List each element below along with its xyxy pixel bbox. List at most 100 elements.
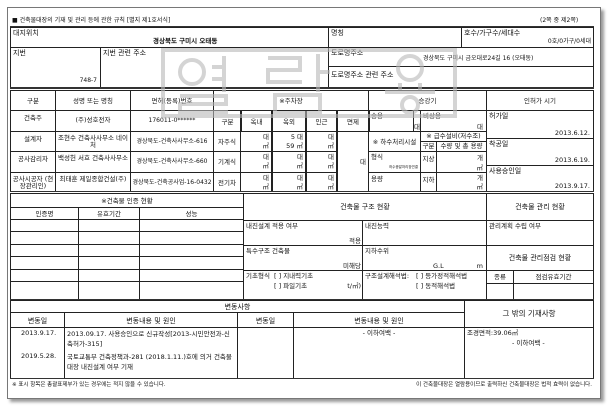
person-role: 공사시공자 (현장관리인) <box>10 172 56 192</box>
lot-cell: 지번 748-7 <box>10 47 101 88</box>
option-static[interactable]: [ ] 등가정적해석법 <box>416 272 468 280</box>
label: 대지위치 <box>13 29 39 37</box>
area: 59 ㎡ <box>286 142 303 150</box>
parking-type: 기계식 <box>218 158 236 166</box>
special-structure-cell: 특수구조 건축물 미해당 <box>243 245 363 271</box>
count: 대 <box>297 153 303 161</box>
license-number: 경상북도-건축공사업-16-0432 <box>132 179 212 186</box>
role: 건축주 <box>24 114 42 122</box>
change-date-header-2: 변동일 <box>237 312 294 328</box>
header-license: 면허(등록)번호 <box>130 90 214 111</box>
change-text: 국토교통부 건축정책과-281 (2018.1.11.)호에 의거 건축물대장 … <box>67 353 232 371</box>
parking-header: 옥외 <box>271 110 307 132</box>
permit-date: 2013.6.19. <box>554 156 590 164</box>
permit-0: 허가일 2013.6.12. <box>486 110 594 139</box>
label: 내진능력 <box>365 222 389 230</box>
value: 대 <box>360 158 366 166</box>
value: 대 <box>477 123 483 131</box>
value: 개 <box>477 154 483 162</box>
parking-header: 인근 <box>305 110 338 132</box>
header-name: 성명 또는 명칭 <box>55 90 131 111</box>
change-content-header: 변동내용 및 원인 <box>64 312 238 328</box>
water-above-value: 개 ㎡ <box>436 151 487 173</box>
water-below-value: 개 ㎡ <box>436 172 487 192</box>
parking-header: 면제 <box>336 110 370 132</box>
change-date: 2019.5.28. <box>21 352 57 360</box>
area: ㎡ <box>262 183 270 191</box>
option-pile[interactable]: [ ] 파일기초 <box>274 282 308 290</box>
option-bearing[interactable]: [ ] 지내력기초 <box>274 272 314 280</box>
change-contents: 2013.09.17. 사용승인으로 신규작성[2013-시민안전과-신축허가-… <box>64 327 238 379</box>
person-role: 설계자 <box>10 131 56 152</box>
parking-nearby: 대 ㎡ <box>305 131 338 152</box>
management-plan: 관리계획 수립 여부 <box>486 220 594 246</box>
header-role: 구분 <box>10 90 56 111</box>
permit-1: 착공일 2013.6.19. <box>486 138 594 166</box>
label: 호수/가구수/세대수 <box>464 29 521 37</box>
label: 관리계획 수립 여부 <box>489 222 541 230</box>
parking-type: 자주식 <box>218 138 236 146</box>
area: ㎡ <box>327 183 335 191</box>
page-indicator: (2쪽 중 제2쪽) <box>540 17 579 24</box>
cert-name <box>10 231 79 245</box>
regulation-title: ■ 건축물대장의 기재 및 관리 등에 관한 규칙 [별지 제1호서식] <box>12 17 171 24</box>
person-name-cell: 백성헌 서효 건축사사무소 <box>55 151 131 173</box>
parking-indoor: 대 ㎡ <box>240 172 273 192</box>
option-dynamic[interactable]: [ ] 동적해석법 <box>416 282 456 290</box>
person-name-cell: 조현수 건축사사무소 네이처 <box>55 131 131 152</box>
parking-nearby: 대 ㎡ <box>305 172 338 192</box>
sewage-capacity: 용량 <box>368 172 421 192</box>
inspection-type-header: 종류 <box>486 270 514 284</box>
person-name-cell: 최태훈 제일종합건설(주) <box>55 172 131 192</box>
count: 대 <box>328 153 334 161</box>
permit-label: 사용승인일 <box>489 167 522 175</box>
unit: m <box>476 262 483 270</box>
parking-outdoor: 대 ㎡ <box>271 151 307 173</box>
license-cell: 176011-0****** <box>130 110 214 132</box>
header: 옥외 <box>283 118 295 126</box>
license-number: 경상북도-건축사사무소-660 <box>136 158 208 165</box>
count: 대 <box>263 133 269 141</box>
license-number: 경상북도-건축사사무소-616 <box>136 138 208 145</box>
label: 지번 관련 주소 <box>103 49 147 57</box>
parking-nearby: 대 ㎡ <box>305 151 338 173</box>
label: 도로명주소 관련 주소 <box>331 71 394 79</box>
lot-number: 748-7 <box>79 77 97 84</box>
parking-indoor: 대 ㎡ <box>240 151 273 173</box>
label: 비상용 <box>423 112 441 120</box>
structure-title: 건축물 구조 현황 <box>243 193 487 221</box>
cert-period <box>78 256 140 270</box>
label: 내진설계 적용 여부 <box>246 222 298 230</box>
label: 명칭 <box>331 29 344 37</box>
management-title: 건축물 관리 현황 <box>486 193 594 221</box>
permit-date: 2013.9.17. <box>554 182 590 190</box>
count: 대 <box>328 174 334 182</box>
road-related-cell: 도로명주소 관련 주소 <box>328 66 594 88</box>
value: 적용 <box>349 237 361 245</box>
role: 공사시공자 (현장관리인) <box>12 175 54 190</box>
analysis-cell: 구조설계해석법: [ ] 등가정적해석법 [ ] 동적해석법 <box>362 270 487 300</box>
parking-title: ※주차장 <box>213 90 369 111</box>
person-name: (주)성호전자 <box>75 116 111 124</box>
foundation-cell: 기초형식 [ ] 지내력기초 [ ] 파일기초 t/㎡) <box>243 270 363 300</box>
parking-indoor: 대 ㎡ <box>240 131 273 152</box>
count: 대 <box>328 133 334 141</box>
change-blank: - 이하여백 - <box>293 327 465 379</box>
person-name: 백성헌 서효 건축사사무소 <box>58 154 128 162</box>
units-value: 0호/0가구/0세대 <box>547 38 591 45</box>
header: 인근 <box>315 118 328 126</box>
cert-performance <box>139 231 244 245</box>
area: ㎡ <box>327 142 335 150</box>
value: G.L <box>433 262 444 270</box>
parking-type-cell: 전기차 <box>213 172 241 192</box>
parking-type: 전기차 <box>218 179 236 187</box>
area: ㎡ <box>262 142 270 150</box>
road-address-cell: 도로명주소 경상북도 구미시 금오대로24길 16 (오태동) <box>328 47 594 67</box>
other-contents: 조경면적:39.06㎡ - 이하여백 - <box>464 327 594 379</box>
inspection-period <box>513 283 594 300</box>
landscape-area: 조경면적:39.06㎡ <box>467 329 519 337</box>
parking-header: 옥내 <box>240 110 273 132</box>
change-text: 2013.09.17. 사용승인으로 신규작성[2013-시민안전과-신축허가-… <box>67 330 230 348</box>
